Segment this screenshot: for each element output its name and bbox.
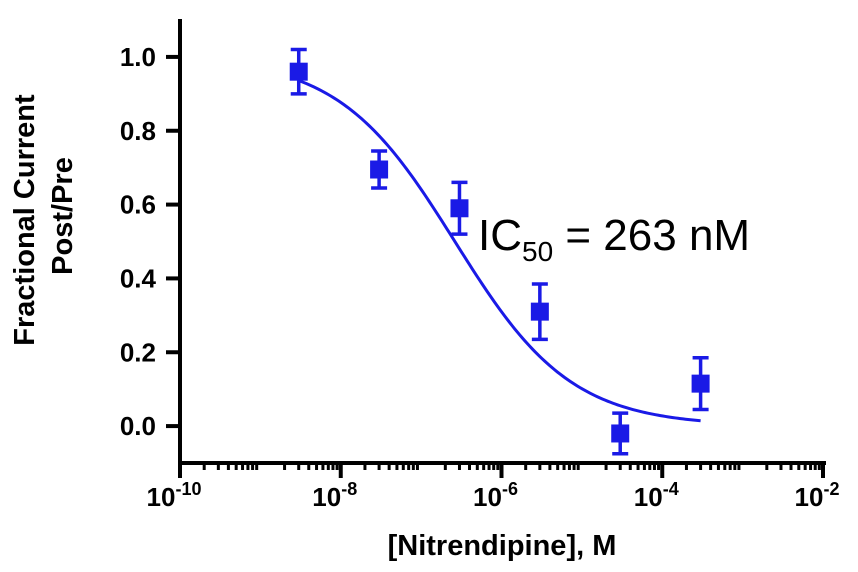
y-tick-label-5: 1.0 xyxy=(120,42,156,72)
plot-area xyxy=(289,47,710,456)
x-ticks: 10-10 10-8 10-6 10-4 10-2 xyxy=(147,463,840,512)
x-tick-label-0: 10-10 xyxy=(147,479,202,512)
data-point-3 xyxy=(530,302,549,321)
x-tick-label-base-3: 10 xyxy=(634,482,663,512)
x-tick-label-exp-0: -10 xyxy=(175,479,201,499)
ic50-prefix: IC xyxy=(478,211,522,260)
x-tick-label-3: 10-4 xyxy=(634,479,679,512)
x-tick-label-1: 10-8 xyxy=(312,479,357,512)
data-point-5 xyxy=(691,374,710,393)
x-tick-label-exp-1: -8 xyxy=(341,479,357,499)
x-tick-label-exp-4: -2 xyxy=(823,479,839,499)
x-axis-title: [Nitrendipine], M xyxy=(388,530,617,562)
x-tick-label-base-2: 10 xyxy=(473,482,502,512)
y-tick-label-0: 0.0 xyxy=(120,411,156,441)
y-ticks: 0.0 0.2 0.4 0.6 0.8 1.0 xyxy=(120,42,180,441)
ic50-annotation: IC50 = 263 nM xyxy=(478,211,750,267)
x-tick-label-2: 10-6 xyxy=(473,479,518,512)
x-tick-label-base-4: 10 xyxy=(795,482,824,512)
y-tick-label-1: 0.2 xyxy=(120,337,156,367)
y-axis-title-line-1: Fractional Current xyxy=(9,94,41,346)
data-point-1 xyxy=(370,160,389,179)
x-tick-label-exp-2: -6 xyxy=(502,479,518,499)
fit-curve xyxy=(298,79,701,423)
data-point-4 xyxy=(611,424,630,443)
data-point-0 xyxy=(289,62,308,81)
x-tick-label-exp-3: -4 xyxy=(663,479,679,499)
ic50-subscript: 50 xyxy=(522,236,553,267)
x-tick-label-4: 10-2 xyxy=(795,479,840,512)
y-axis-title: Fractional Current Post/Pre xyxy=(9,86,79,345)
x-tick-label-base-1: 10 xyxy=(312,482,341,512)
y-axis-title-line-2: Post/Pre xyxy=(47,157,79,275)
y-tick-label-2: 0.4 xyxy=(120,263,157,293)
y-tick-label-3: 0.6 xyxy=(120,190,156,220)
ic50-value: = 263 nM xyxy=(553,211,750,260)
x-tick-label-base-0: 10 xyxy=(147,482,176,512)
data-point-2 xyxy=(450,199,469,218)
y-tick-label-4: 0.8 xyxy=(120,116,156,146)
